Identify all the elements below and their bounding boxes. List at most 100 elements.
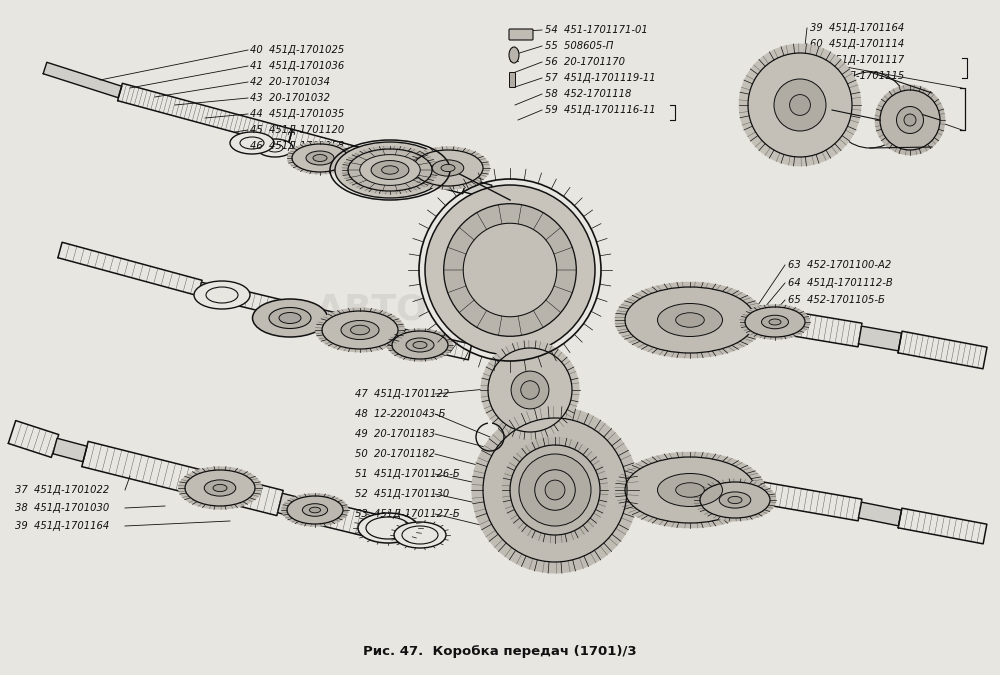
Text: 41  451Д-1701036: 41 451Д-1701036: [250, 61, 344, 71]
Text: 42  20-1701034: 42 20-1701034: [250, 77, 330, 87]
Ellipse shape: [387, 329, 453, 362]
Ellipse shape: [441, 165, 455, 171]
Polygon shape: [338, 313, 382, 342]
Ellipse shape: [306, 151, 334, 165]
Ellipse shape: [413, 342, 427, 348]
Text: 56  20-1701170: 56 20-1701170: [545, 57, 625, 67]
Ellipse shape: [366, 517, 410, 539]
Ellipse shape: [269, 308, 311, 329]
Ellipse shape: [341, 321, 379, 340]
Polygon shape: [508, 492, 567, 522]
Ellipse shape: [178, 466, 262, 510]
Polygon shape: [53, 438, 87, 462]
Ellipse shape: [502, 437, 608, 543]
Ellipse shape: [432, 160, 464, 176]
Ellipse shape: [480, 340, 580, 439]
Ellipse shape: [230, 132, 274, 154]
Text: 54  451-1701171-01: 54 451-1701171-01: [545, 25, 648, 35]
Ellipse shape: [394, 522, 446, 548]
Ellipse shape: [382, 166, 398, 174]
Ellipse shape: [615, 281, 765, 358]
Ellipse shape: [769, 319, 781, 325]
Ellipse shape: [875, 84, 945, 155]
Ellipse shape: [257, 139, 293, 157]
Text: 49  20-1701183: 49 20-1701183: [355, 429, 435, 439]
Ellipse shape: [267, 144, 283, 152]
Ellipse shape: [252, 299, 328, 337]
Text: 52  451Д-1701130: 52 451Д-1701130: [355, 489, 449, 499]
Ellipse shape: [463, 223, 557, 317]
Ellipse shape: [896, 107, 924, 134]
Ellipse shape: [719, 492, 751, 508]
FancyBboxPatch shape: [510, 72, 516, 88]
Ellipse shape: [728, 496, 742, 504]
Ellipse shape: [204, 480, 236, 496]
Ellipse shape: [521, 381, 539, 399]
Polygon shape: [463, 178, 492, 198]
Ellipse shape: [509, 47, 519, 63]
Ellipse shape: [615, 452, 765, 529]
Ellipse shape: [402, 526, 438, 544]
Text: 53  451Д-1701127-Б: 53 451Д-1701127-Б: [355, 509, 460, 519]
Text: 43  20-1701032: 43 20-1701032: [250, 93, 330, 103]
Ellipse shape: [309, 507, 321, 513]
Text: 46  451Д-1701158: 46 451Д-1701158: [250, 141, 344, 151]
Ellipse shape: [832, 72, 908, 148]
Ellipse shape: [315, 308, 405, 352]
Text: 65  452-1701105-Б: 65 452-1701105-Б: [788, 295, 885, 305]
Ellipse shape: [740, 304, 810, 340]
Ellipse shape: [194, 281, 250, 309]
Ellipse shape: [694, 479, 776, 521]
Ellipse shape: [774, 79, 826, 131]
Text: 64  451Д-1701112-В: 64 451Д-1701112-В: [788, 278, 893, 288]
Ellipse shape: [371, 161, 409, 180]
Ellipse shape: [762, 315, 788, 329]
Ellipse shape: [206, 287, 238, 303]
Text: 50  20-1701182: 50 20-1701182: [355, 449, 435, 459]
Text: Машины для машины: Машины для машины: [333, 331, 507, 346]
Polygon shape: [598, 461, 652, 489]
Text: 38  451Д-1701030: 38 451Д-1701030: [15, 503, 109, 513]
Polygon shape: [858, 502, 902, 526]
Ellipse shape: [545, 480, 565, 500]
Ellipse shape: [279, 313, 301, 323]
Text: 45  451Д-1701120: 45 451Д-1701120: [250, 125, 344, 135]
Ellipse shape: [537, 472, 573, 508]
Text: 58  452-1701118: 58 452-1701118: [545, 89, 631, 99]
Ellipse shape: [213, 485, 227, 491]
Ellipse shape: [240, 137, 264, 149]
Ellipse shape: [406, 338, 434, 352]
Ellipse shape: [406, 146, 490, 190]
Ellipse shape: [658, 473, 722, 506]
Text: Рис. 47.  Коробка передач (1701)/3: Рис. 47. Коробка передач (1701)/3: [363, 645, 637, 659]
Text: 44  451Д-1701035: 44 451Д-1701035: [250, 109, 344, 119]
Text: 60  451Д-1701114: 60 451Д-1701114: [810, 39, 904, 49]
Ellipse shape: [676, 483, 704, 497]
Ellipse shape: [335, 142, 445, 198]
Ellipse shape: [425, 185, 595, 355]
Ellipse shape: [904, 114, 916, 126]
Polygon shape: [278, 493, 322, 522]
Ellipse shape: [302, 504, 328, 516]
Text: 63  452-1701100-А2: 63 452-1701100-А2: [788, 260, 891, 270]
Ellipse shape: [535, 470, 575, 510]
Ellipse shape: [519, 454, 591, 526]
Polygon shape: [43, 62, 122, 98]
Text: 57  451Д-1701119-11: 57 451Д-1701119-11: [545, 73, 656, 83]
Ellipse shape: [444, 204, 576, 336]
Text: 55  508605-П: 55 508605-П: [545, 41, 613, 51]
Text: АВТО КСУ: АВТО КСУ: [316, 293, 524, 327]
Ellipse shape: [281, 493, 349, 526]
Text: 59  451Д-1701116-11: 59 451Д-1701116-11: [545, 105, 656, 115]
Text: 37  451Д-1701022: 37 451Д-1701022: [15, 485, 109, 495]
Ellipse shape: [739, 44, 861, 166]
Ellipse shape: [342, 146, 438, 194]
Ellipse shape: [347, 148, 433, 192]
Text: 47  451Д-1701122: 47 451Д-1701122: [355, 389, 449, 399]
Text: 39  451Д-1701164: 39 451Д-1701164: [810, 23, 904, 33]
FancyBboxPatch shape: [509, 29, 533, 40]
Ellipse shape: [360, 155, 420, 186]
Text: 39  451Д-1701164: 39 451Д-1701164: [15, 521, 109, 531]
Text: 51  451Д-1701126-Б: 51 451Д-1701126-Б: [355, 469, 460, 479]
Ellipse shape: [287, 142, 353, 175]
